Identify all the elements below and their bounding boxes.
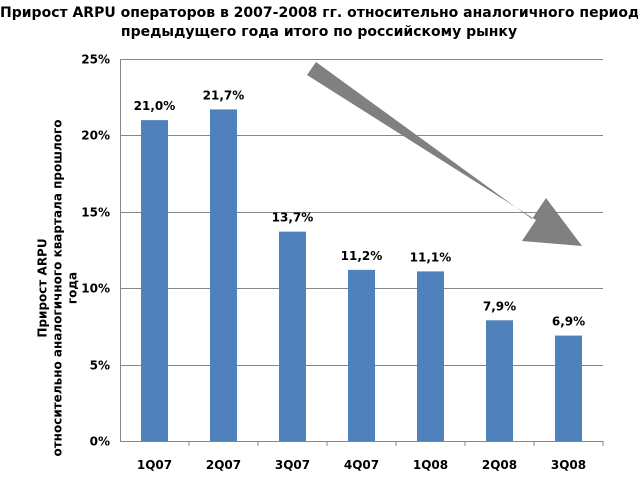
y-tick-label: 25% xyxy=(81,53,110,67)
y-tick-label: 10% xyxy=(81,282,110,296)
trend-arrow xyxy=(307,62,582,246)
y-tick-label: 20% xyxy=(81,129,110,143)
y-tick-label: 15% xyxy=(81,206,110,220)
x-tick-label: 2Q07 xyxy=(206,458,241,472)
bar xyxy=(141,120,168,442)
data-label: 11,2% xyxy=(341,249,383,263)
chart-title-line2: предыдущего года итого по российскому ры… xyxy=(120,24,518,40)
bar xyxy=(210,109,237,441)
bar xyxy=(555,335,582,441)
bar xyxy=(279,231,306,441)
chart-title-line1: Прирост ARPU операторов в 2007-2008 гг. … xyxy=(0,5,638,21)
bar xyxy=(417,271,444,441)
bar xyxy=(486,320,513,441)
x-tick-label: 3Q08 xyxy=(551,458,586,472)
x-tick-label: 4Q07 xyxy=(344,458,379,472)
data-label: 21,7% xyxy=(203,88,245,102)
x-tick-label: 2Q08 xyxy=(482,458,517,472)
chart-title: Прирост ARPU операторов в 2007-2008 гг. … xyxy=(0,4,638,42)
data-label: 6,9% xyxy=(552,315,585,329)
data-label: 7,9% xyxy=(483,299,516,313)
data-label: 11,1% xyxy=(410,250,452,264)
data-label: 13,7% xyxy=(272,211,314,225)
y-tick-label: 5% xyxy=(90,359,110,373)
data-label: 21,0% xyxy=(134,99,176,113)
x-tick-label: 1Q08 xyxy=(413,458,448,472)
x-tick-label: 1Q07 xyxy=(137,458,172,472)
x-tick-label: 3Q07 xyxy=(275,458,310,472)
bar xyxy=(348,269,375,441)
y-tick-label: 0% xyxy=(90,435,110,449)
